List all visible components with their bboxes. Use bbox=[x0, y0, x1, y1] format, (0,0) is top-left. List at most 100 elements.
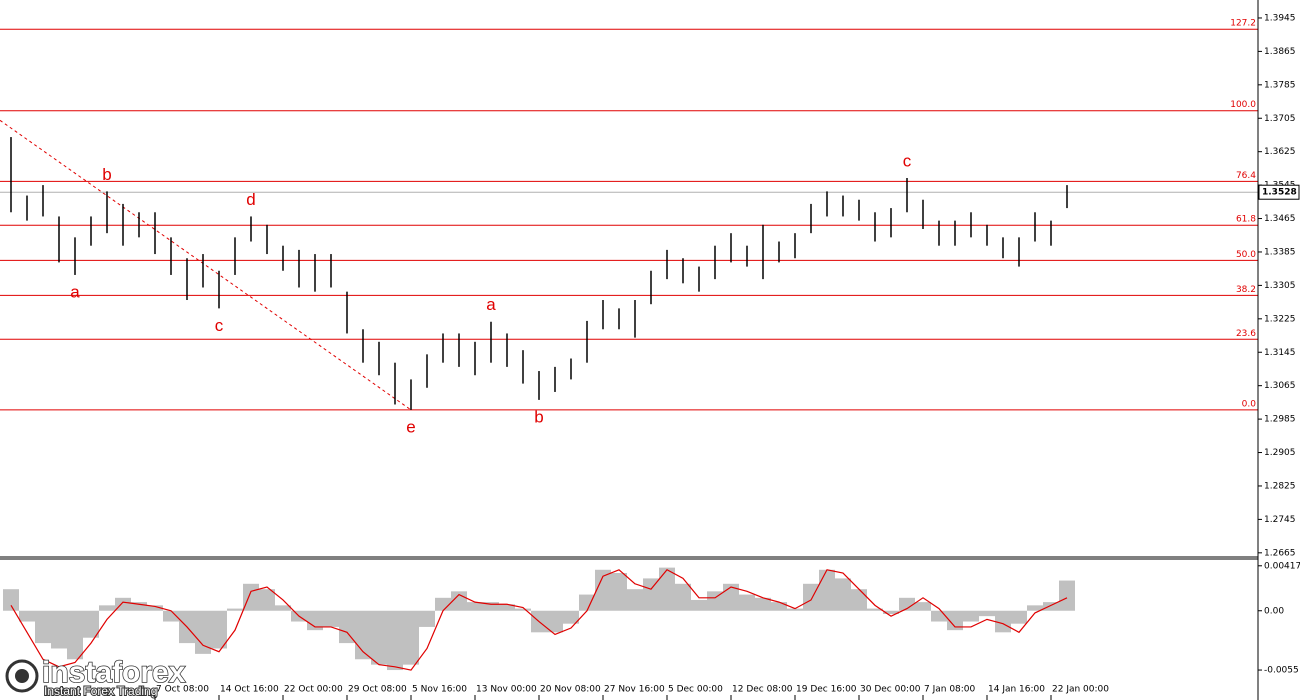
watermark-logo bbox=[15, 669, 29, 683]
wave-label: b bbox=[534, 407, 543, 426]
wave-label: d bbox=[246, 190, 255, 209]
macd-bar bbox=[995, 610, 1011, 633]
y-tick-label: 1.2745 bbox=[1264, 515, 1296, 525]
y-tick-label: 1.3865 bbox=[1264, 47, 1296, 57]
y-tick-label: 1.3785 bbox=[1264, 80, 1296, 90]
macd-bar bbox=[515, 608, 531, 611]
macd-bar bbox=[611, 573, 627, 611]
macd-bar bbox=[99, 605, 115, 611]
fib-label: 23.6 bbox=[1236, 329, 1256, 339]
fib-label: 61.8 bbox=[1236, 215, 1256, 225]
x-tick-label: 7 Oct 08:00 bbox=[156, 685, 209, 695]
x-tick-label: 13 Nov 00:00 bbox=[476, 685, 537, 695]
macd-bar bbox=[275, 605, 291, 611]
signal-line bbox=[10, 569, 1068, 671]
macd-bar bbox=[1059, 580, 1075, 611]
macd-bar bbox=[163, 610, 179, 622]
macd-bar bbox=[675, 583, 691, 611]
macd-bar bbox=[51, 610, 67, 649]
macd-bar bbox=[819, 569, 835, 611]
watermark-tagline: Instant Forex Trading bbox=[44, 684, 157, 698]
fib-label: 0.0 bbox=[1242, 399, 1257, 409]
y-tick-label: 1.3705 bbox=[1264, 114, 1296, 124]
macd-bar bbox=[371, 610, 387, 665]
macd-bar bbox=[339, 610, 355, 644]
macd-bar bbox=[771, 602, 787, 611]
x-tick-label: 30 Dec 00:00 bbox=[860, 685, 921, 695]
x-tick-label: 19 Dec 16:00 bbox=[796, 685, 857, 695]
macd-bar bbox=[643, 578, 659, 611]
wave-label: e bbox=[406, 417, 415, 436]
macd-bar bbox=[19, 610, 35, 622]
macd-bar bbox=[867, 608, 883, 611]
y-tick-label: 1.2665 bbox=[1264, 548, 1296, 558]
macd-bar bbox=[595, 569, 611, 611]
macd-bar bbox=[387, 610, 403, 671]
x-tick-label: 14 Oct 16:00 bbox=[220, 685, 279, 695]
x-tick-label: 20 Nov 08:00 bbox=[540, 685, 601, 695]
macd-bar bbox=[979, 610, 995, 617]
macd-bar bbox=[403, 610, 419, 665]
macd-bar bbox=[787, 608, 803, 611]
macd-bar bbox=[195, 610, 211, 654]
wave-label: a bbox=[486, 295, 496, 314]
macd-bar bbox=[35, 610, 51, 644]
fib-label: 100.0 bbox=[1230, 100, 1256, 110]
x-tick-label: 7 Jan 08:00 bbox=[924, 685, 976, 695]
fib-label: 38.2 bbox=[1236, 285, 1256, 295]
plot-area: 0.0 23.6 38.2 50.0 61.8 76.4 100.0 127.2 a b c d e a b… bbox=[0, 19, 1258, 671]
fib-label: 76.4 bbox=[1236, 171, 1256, 181]
macd-bar bbox=[963, 610, 979, 622]
y-tick-label: 1.3385 bbox=[1264, 247, 1296, 257]
y-tick-label: 1.2825 bbox=[1264, 481, 1296, 491]
wave-label: c bbox=[215, 316, 224, 335]
x-tick-label: 27 Nov 16:00 bbox=[604, 685, 665, 695]
macd-bar bbox=[147, 605, 163, 611]
wave-label: c bbox=[903, 151, 912, 170]
macd-bar bbox=[691, 599, 707, 611]
macd-bar bbox=[627, 589, 643, 611]
macd-bar bbox=[307, 610, 323, 631]
macd-bar bbox=[931, 610, 947, 622]
macd-bar bbox=[835, 578, 851, 611]
y-tick-label: 1.3465 bbox=[1264, 214, 1296, 224]
macd-bar bbox=[419, 610, 435, 627]
x-tick-label: 22 Oct 00:00 bbox=[284, 685, 343, 695]
y-tick-label: 1.2905 bbox=[1264, 448, 1296, 458]
macd-bar bbox=[259, 589, 275, 611]
macd-bar bbox=[915, 602, 931, 611]
macd-bar bbox=[755, 597, 771, 611]
y-tick-label: 0.00 bbox=[1264, 606, 1284, 616]
fib-label: 50.0 bbox=[1236, 250, 1256, 260]
y-tick-label: 0.00417 bbox=[1264, 561, 1300, 571]
y-tick-label: 1.3305 bbox=[1264, 281, 1296, 291]
macd-bar bbox=[243, 583, 259, 611]
macd-bar bbox=[707, 591, 723, 611]
macd-bar bbox=[723, 583, 739, 611]
y-tick-label: 1.3945 bbox=[1264, 13, 1296, 23]
wave-label: b bbox=[102, 165, 111, 184]
macd-bar bbox=[499, 604, 515, 611]
macd-bar bbox=[563, 610, 579, 624]
y-tick-label: 1.3625 bbox=[1264, 147, 1296, 157]
macd-bar bbox=[947, 610, 963, 631]
macd-bar bbox=[803, 583, 819, 611]
macd-bar bbox=[467, 602, 483, 611]
y-tick-label: 1.2985 bbox=[1264, 415, 1296, 425]
macd-bar bbox=[1011, 610, 1027, 624]
x-tick-label: 14 Jan 16:00 bbox=[988, 685, 1045, 695]
macd-bar bbox=[579, 594, 595, 611]
current-price-label: 1.3528 bbox=[1262, 188, 1297, 198]
macd-bar bbox=[483, 602, 499, 611]
macd-bar bbox=[115, 597, 131, 611]
macd-bar bbox=[211, 610, 227, 649]
watermark: instaforex Instant Forex Trading bbox=[5, 655, 186, 699]
fib-label: 127.2 bbox=[1230, 19, 1256, 29]
macd-bar bbox=[1043, 602, 1059, 611]
macd-bar bbox=[227, 608, 243, 611]
macd-bar bbox=[3, 589, 19, 611]
wave-label: a bbox=[70, 282, 80, 301]
macd-bar bbox=[739, 594, 755, 611]
y-tick-label: 1.3145 bbox=[1264, 348, 1296, 358]
